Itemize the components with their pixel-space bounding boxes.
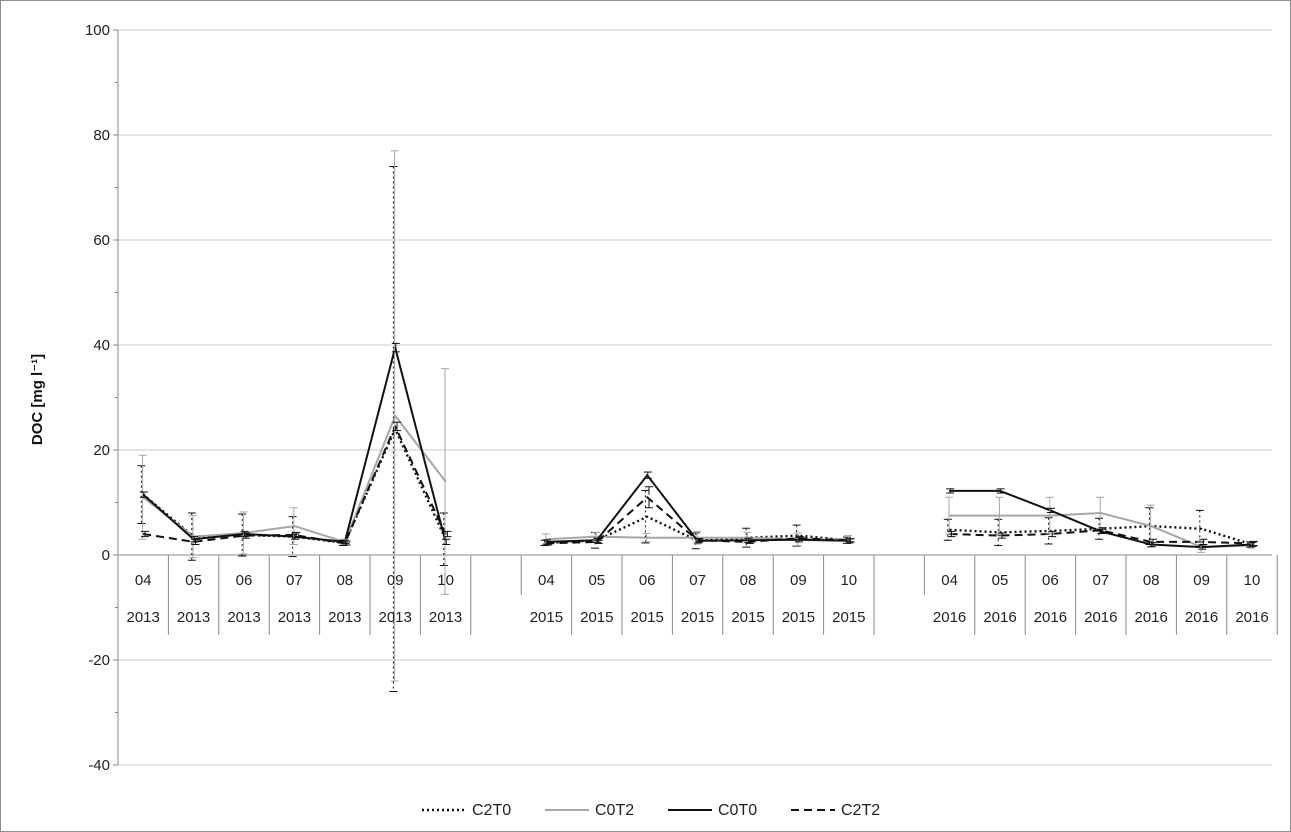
error-bars bbox=[137, 150, 1258, 692]
month-label: 07 bbox=[1092, 572, 1109, 589]
year-label: 2013 bbox=[227, 609, 260, 626]
month-label: 07 bbox=[689, 572, 706, 589]
year-label: 2016 bbox=[1084, 609, 1117, 626]
y-tick-label: 80 bbox=[93, 127, 110, 144]
legend-label-c0t0: C0T0 bbox=[718, 802, 757, 819]
year-label: 2016 bbox=[1235, 609, 1268, 626]
y-axis-label: DOC [mg l⁻¹] bbox=[29, 354, 46, 445]
gridlines bbox=[118, 29, 1272, 766]
month-label: 06 bbox=[236, 572, 253, 589]
month-label: 09 bbox=[387, 572, 404, 589]
year-label: 2013 bbox=[328, 609, 361, 626]
y-tick-label: 100 bbox=[85, 22, 110, 39]
year-label: 2015 bbox=[731, 609, 764, 626]
data-point-c2t2 bbox=[999, 534, 1001, 537]
month-label: 04 bbox=[941, 572, 958, 589]
month-label: 10 bbox=[840, 572, 857, 589]
year-label: 2016 bbox=[983, 609, 1016, 626]
month-label: 10 bbox=[1244, 572, 1261, 589]
data-point-c2t0 bbox=[1200, 527, 1203, 530]
year-label: 2015 bbox=[580, 609, 613, 626]
month-label: 05 bbox=[992, 572, 1009, 589]
year-label: 2016 bbox=[1135, 609, 1168, 626]
year-label: 2013 bbox=[278, 609, 311, 626]
month-label: 08 bbox=[1143, 572, 1160, 589]
month-label: 04 bbox=[135, 572, 152, 589]
year-label: 2015 bbox=[530, 609, 563, 626]
year-label: 2013 bbox=[429, 609, 462, 626]
year-label: 2015 bbox=[631, 609, 664, 626]
year-label: 2013 bbox=[177, 609, 210, 626]
series-lines bbox=[142, 346, 1253, 549]
legend-label-c2t2: C2T2 bbox=[841, 802, 880, 819]
month-label: 10 bbox=[437, 572, 454, 589]
year-label: 2016 bbox=[1185, 609, 1218, 626]
y-tick-label: -20 bbox=[88, 652, 110, 669]
year-label: 2016 bbox=[933, 609, 966, 626]
month-label: 06 bbox=[639, 572, 656, 589]
legend: C2T0 C0T2 C0T0 C2T2 bbox=[422, 802, 880, 819]
year-label: 2013 bbox=[379, 609, 412, 626]
y-axis: -40 -20 0 20 40 60 80 100 bbox=[85, 22, 1272, 774]
year-label: 2015 bbox=[681, 609, 714, 626]
month-label: 09 bbox=[790, 572, 807, 589]
month-label: 08 bbox=[740, 572, 757, 589]
month-label: 04 bbox=[538, 572, 555, 589]
legend-label-c2t0: C2T0 bbox=[472, 802, 511, 819]
year-label: 2016 bbox=[1034, 609, 1067, 626]
y-tick-label: -40 bbox=[88, 757, 110, 774]
category-axis: 04 2013 05 2013 06 2013 07 2013 08 2013 09 2013 10 20… bbox=[117, 555, 1278, 635]
data-point-c2t0 bbox=[646, 515, 648, 518]
legend-label-c0t2: C0T2 bbox=[595, 802, 634, 819]
month-label: 05 bbox=[185, 572, 202, 589]
series-line-c0t2 bbox=[142, 414, 447, 543]
month-label: 09 bbox=[1193, 572, 1210, 589]
month-label: 05 bbox=[588, 572, 605, 589]
year-label: 2013 bbox=[127, 609, 160, 626]
year-label: 2015 bbox=[832, 609, 865, 626]
month-label: 08 bbox=[336, 572, 353, 589]
month-label: 06 bbox=[1042, 572, 1059, 589]
series-line-c0t0 bbox=[546, 474, 849, 543]
y-tick-label: 40 bbox=[93, 337, 110, 354]
y-tick-label: 60 bbox=[93, 232, 110, 249]
data-point-c2t2 bbox=[646, 496, 648, 499]
month-label: 07 bbox=[286, 572, 303, 589]
y-tick-label: 20 bbox=[93, 442, 110, 459]
y-tick-label: 0 bbox=[102, 547, 110, 564]
year-label: 2015 bbox=[782, 609, 815, 626]
